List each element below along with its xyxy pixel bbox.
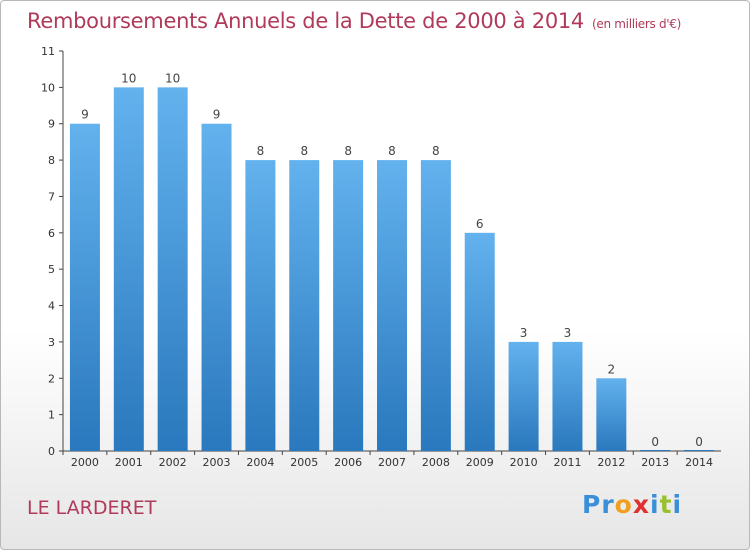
data-label-2006: 8	[344, 144, 352, 158]
x-tick-label: 2014	[685, 456, 713, 469]
bar-2009	[464, 232, 495, 451]
data-label-2000: 9	[81, 108, 89, 122]
bar-2013	[640, 450, 671, 451]
y-tick-label: 2	[48, 372, 55, 385]
x-tick-label: 2000	[71, 456, 99, 469]
chart-title: Remboursements Annuels de la Dette de 20…	[27, 9, 681, 33]
bar-2007	[377, 160, 407, 451]
chart-unit: (en milliers d'€)	[592, 17, 682, 31]
x-tick-label: 2013	[641, 456, 669, 469]
data-label-2014: 0	[695, 435, 703, 449]
data-label-2012: 2	[608, 362, 616, 376]
commune-name: LE LARDERET	[27, 497, 157, 519]
bar-2005	[289, 160, 320, 451]
data-label-2011: 3	[564, 326, 572, 340]
y-tick-label: 8	[48, 154, 55, 167]
x-tick-label: 2009	[466, 456, 494, 469]
bar-2001	[113, 87, 144, 451]
y-tick-label: 9	[48, 118, 55, 131]
chart-title-text: Remboursements Annuels de la Dette de 20…	[27, 9, 584, 33]
bar-2002	[157, 87, 188, 451]
y-tick-label: 7	[48, 190, 55, 203]
x-tick-label: 2012	[597, 456, 625, 469]
x-tick-label: 2004	[246, 456, 274, 469]
bar-2012	[596, 378, 627, 451]
proxiti-logo: Proxiti	[582, 490, 683, 519]
x-tick-label: 2007	[378, 456, 406, 469]
y-tick-label: 10	[41, 81, 55, 94]
data-label-2002: 10	[165, 71, 180, 85]
bar-2011	[552, 341, 583, 451]
bar-2003	[201, 123, 232, 452]
data-label-2007: 8	[388, 144, 396, 158]
data-label-2013: 0	[651, 435, 659, 449]
y-tick-label: 1	[48, 409, 55, 422]
data-label-2005: 8	[300, 144, 308, 158]
bar-2010	[508, 341, 539, 451]
y-tick-label: 5	[48, 263, 55, 276]
x-tick-label: 2001	[115, 456, 143, 469]
data-label-2010: 3	[520, 326, 528, 340]
x-tick-label: 2003	[203, 456, 231, 469]
bar-2006	[333, 160, 364, 451]
data-label-2009: 6	[476, 217, 484, 231]
x-tick-label: 2008	[422, 456, 450, 469]
x-tick-label: 2011	[553, 456, 581, 469]
bar-2008	[420, 160, 451, 451]
data-label-2008: 8	[432, 144, 440, 158]
bar-2000	[69, 123, 100, 452]
y-tick-label: 0	[48, 445, 55, 458]
y-tick-label: 4	[48, 300, 55, 313]
data-label-2003: 9	[213, 108, 221, 122]
x-tick-label: 2005	[290, 456, 318, 469]
x-tick-label: 2010	[510, 456, 538, 469]
data-label-2004: 8	[257, 144, 265, 158]
y-tick-label: 3	[48, 336, 55, 349]
x-tick-label: 2002	[159, 456, 187, 469]
bar-2004	[245, 160, 276, 451]
y-tick-label: 11	[41, 45, 55, 58]
bar-2014	[684, 450, 715, 451]
data-label-2001: 10	[121, 71, 136, 85]
y-tick-label: 6	[48, 227, 55, 240]
x-tick-label: 2006	[334, 456, 362, 469]
